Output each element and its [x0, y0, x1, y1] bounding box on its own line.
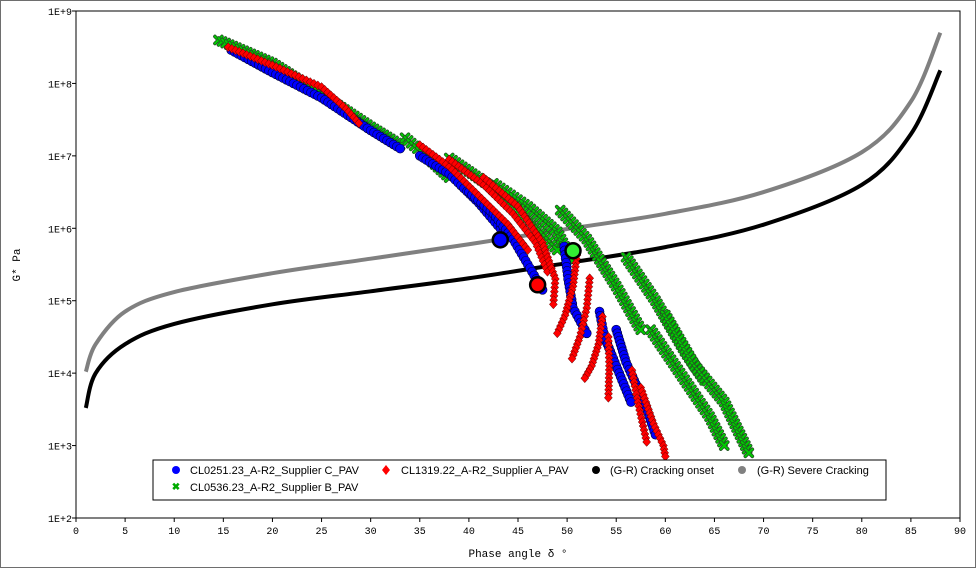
- y-tick-label: 1E+6: [48, 225, 72, 236]
- x-tick-label: 90: [954, 527, 966, 538]
- x-tick-label: 25: [316, 527, 328, 538]
- data-point-supplier-c: [395, 143, 405, 154]
- x-tick-label: 55: [610, 527, 622, 538]
- curve-cracking-onset: [83, 69, 943, 409]
- legend-label: (G-R) Cracking onset: [610, 465, 714, 477]
- x-tick-label: 70: [758, 527, 770, 538]
- legend-label: CL1319.22_A-R2_Supplier A_PAV: [401, 465, 569, 477]
- glover-rowe-point: [564, 241, 582, 260]
- data-point-supplier-a: [580, 373, 590, 384]
- y-tick-label: 1E+3: [48, 443, 72, 454]
- x-tick-label: 15: [217, 527, 229, 538]
- legend-box: [152, 459, 887, 501]
- x-tick-label: 80: [856, 527, 868, 538]
- x-tick-label: 75: [807, 527, 819, 538]
- legend-marker-circle: [172, 466, 180, 474]
- data-point-supplier-b-inner: [636, 325, 646, 335]
- x-tick-label: 50: [561, 527, 573, 538]
- plot-area: [75, 10, 961, 519]
- x-axis-label: Phase angle δ °: [468, 549, 567, 561]
- legend: CL0251.23_A-R2_Supplier C_PAV CL1319.22_…: [152, 459, 887, 501]
- curve-severe-cracking: [83, 31, 943, 373]
- data-point-supplier-a: [523, 245, 533, 255]
- x-tick-label: 30: [365, 527, 377, 538]
- x-tick-label: 0: [73, 527, 79, 538]
- y-tick-label: 1E+2: [48, 515, 72, 526]
- x-tick-label: 60: [659, 527, 671, 538]
- glover-rowe-point: [491, 231, 510, 249]
- y-tick-label: 1E+4: [48, 370, 72, 381]
- legend-label: CL0536.23_A-R2_Supplier B_PAV: [190, 482, 359, 494]
- data-point-supplier-a: [549, 299, 558, 310]
- glover-rowe-point: [528, 276, 547, 294]
- y-tick-label: 1E+7: [48, 153, 72, 164]
- data-point-supplier-b-inner: [744, 448, 754, 458]
- data-point-supplier-a: [642, 437, 652, 447]
- legend-marker-gray: [738, 466, 746, 474]
- x-tick-label: 5: [122, 527, 128, 538]
- data-point-supplier-a: [552, 328, 562, 339]
- legend-marker-black: [592, 466, 600, 474]
- y-tick-label: 1E+8: [48, 80, 72, 91]
- data-point-supplier-a: [604, 392, 613, 403]
- legend-label: (G-R) Severe Cracking: [757, 465, 869, 477]
- data-point-supplier-a: [354, 118, 364, 129]
- x-tick-label: 85: [905, 527, 917, 538]
- y-tick-label: 1E+9: [48, 8, 72, 19]
- legend-marker-x: ✖: [172, 482, 180, 493]
- x-tick-label: 10: [168, 527, 180, 538]
- y-axis-label: G* Pa: [12, 248, 24, 281]
- y-tick-label: 1E+5: [48, 298, 72, 309]
- x-tick-label: 45: [512, 527, 524, 538]
- data-point-supplier-a: [567, 353, 577, 364]
- x-tick-label: 35: [414, 527, 426, 538]
- legend-label: CL0251.23_A-R2_Supplier C_PAV: [190, 465, 360, 477]
- x-tick-label: 20: [266, 527, 278, 538]
- x-tick-label: 65: [708, 527, 720, 538]
- x-tick-label: 40: [463, 527, 475, 538]
- data-point-supplier-b-inner: [719, 441, 729, 451]
- legend-marker-diamond: [382, 465, 390, 475]
